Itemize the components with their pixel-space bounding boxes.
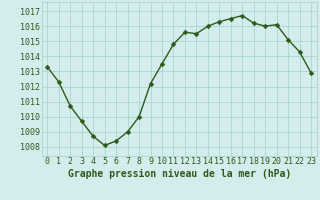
X-axis label: Graphe pression niveau de la mer (hPa): Graphe pression niveau de la mer (hPa)	[68, 169, 291, 179]
